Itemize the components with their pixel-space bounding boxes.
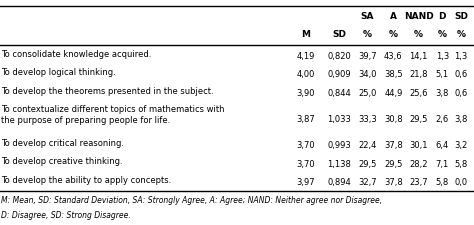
Text: 30,8: 30,8 (384, 115, 403, 124)
Text: 4,19: 4,19 (297, 52, 315, 61)
Text: 0,820: 0,820 (327, 52, 351, 61)
Text: 0,844: 0,844 (327, 89, 351, 98)
Text: 0,894: 0,894 (327, 178, 351, 187)
Text: To contextualize different topics of mathematics with
the purpose of preparing p: To contextualize different topics of mat… (1, 105, 225, 125)
Text: To consolidate knowledge acquired.: To consolidate knowledge acquired. (1, 50, 151, 59)
Text: M: Mean, SD: Standard Deviation, SA: Strongly Agree, A: Agree; NAND: Neither agr: M: Mean, SD: Standard Deviation, SA: Str… (1, 196, 382, 205)
Text: M: M (301, 30, 310, 39)
Text: 3,90: 3,90 (296, 89, 315, 98)
Text: To develop logical thinking.: To develop logical thinking. (1, 68, 116, 77)
Text: %: % (438, 30, 447, 39)
Text: 0,993: 0,993 (327, 141, 351, 150)
Text: To develop the theorems presented in the subject.: To develop the theorems presented in the… (1, 87, 214, 96)
Text: 30,1: 30,1 (409, 141, 428, 150)
Text: 4,00: 4,00 (297, 70, 315, 79)
Text: D: Disagree, SD: Strong Disagree.: D: Disagree, SD: Strong Disagree. (1, 212, 131, 220)
Text: To develop the ability to apply concepts.: To develop the ability to apply concepts… (1, 176, 171, 185)
Text: NAND: NAND (404, 12, 433, 21)
Text: 33,3: 33,3 (358, 115, 377, 124)
Text: 3,70: 3,70 (296, 141, 315, 150)
Text: 14,1: 14,1 (410, 52, 428, 61)
Text: %: % (414, 30, 423, 39)
Text: 1,3: 1,3 (455, 52, 468, 61)
Text: SD: SD (332, 30, 346, 39)
Text: 3,97: 3,97 (296, 178, 315, 187)
Text: 2,6: 2,6 (436, 115, 449, 124)
Text: %: % (363, 30, 372, 39)
Text: 5,1: 5,1 (436, 70, 449, 79)
Text: A: A (390, 12, 397, 21)
Text: SD: SD (454, 12, 468, 21)
Text: 3,70: 3,70 (296, 160, 315, 169)
Text: 25,6: 25,6 (409, 89, 428, 98)
Text: 0,0: 0,0 (455, 178, 468, 187)
Text: 7,1: 7,1 (436, 160, 449, 169)
Text: 0,909: 0,909 (327, 70, 351, 79)
Text: 37,8: 37,8 (384, 141, 403, 150)
Text: 5,8: 5,8 (455, 160, 468, 169)
Text: 38,5: 38,5 (384, 70, 403, 79)
Text: 3,2: 3,2 (455, 141, 468, 150)
Text: 23,7: 23,7 (409, 178, 428, 187)
Text: 0,6: 0,6 (455, 70, 468, 79)
Text: 22,4: 22,4 (358, 141, 376, 150)
Text: 5,8: 5,8 (436, 178, 449, 187)
Text: D: D (438, 12, 446, 21)
Text: 3,8: 3,8 (436, 89, 449, 98)
Text: 44,9: 44,9 (384, 89, 402, 98)
Text: 34,0: 34,0 (358, 70, 377, 79)
Text: 29,5: 29,5 (384, 160, 402, 169)
Text: %: % (389, 30, 398, 39)
Text: 39,7: 39,7 (358, 52, 377, 61)
Text: 25,0: 25,0 (358, 89, 376, 98)
Text: %: % (457, 30, 465, 39)
Text: 28,2: 28,2 (409, 160, 428, 169)
Text: 21,8: 21,8 (409, 70, 428, 79)
Text: To develop critical reasoning.: To develop critical reasoning. (1, 139, 124, 148)
Text: 29,5: 29,5 (410, 115, 428, 124)
Text: 1,3: 1,3 (436, 52, 449, 61)
Text: 32,7: 32,7 (358, 178, 377, 187)
Text: 3,8: 3,8 (455, 115, 468, 124)
Text: 0,6: 0,6 (455, 89, 468, 98)
Text: 3,87: 3,87 (296, 115, 315, 124)
Text: 43,6: 43,6 (384, 52, 403, 61)
Text: SA: SA (361, 12, 374, 21)
Text: 37,8: 37,8 (384, 178, 403, 187)
Text: 29,5: 29,5 (358, 160, 376, 169)
Text: 1,138: 1,138 (327, 160, 351, 169)
Text: 1,033: 1,033 (327, 115, 351, 124)
Text: To develop creative thinking.: To develop creative thinking. (1, 158, 123, 166)
Text: 6,4: 6,4 (436, 141, 449, 150)
